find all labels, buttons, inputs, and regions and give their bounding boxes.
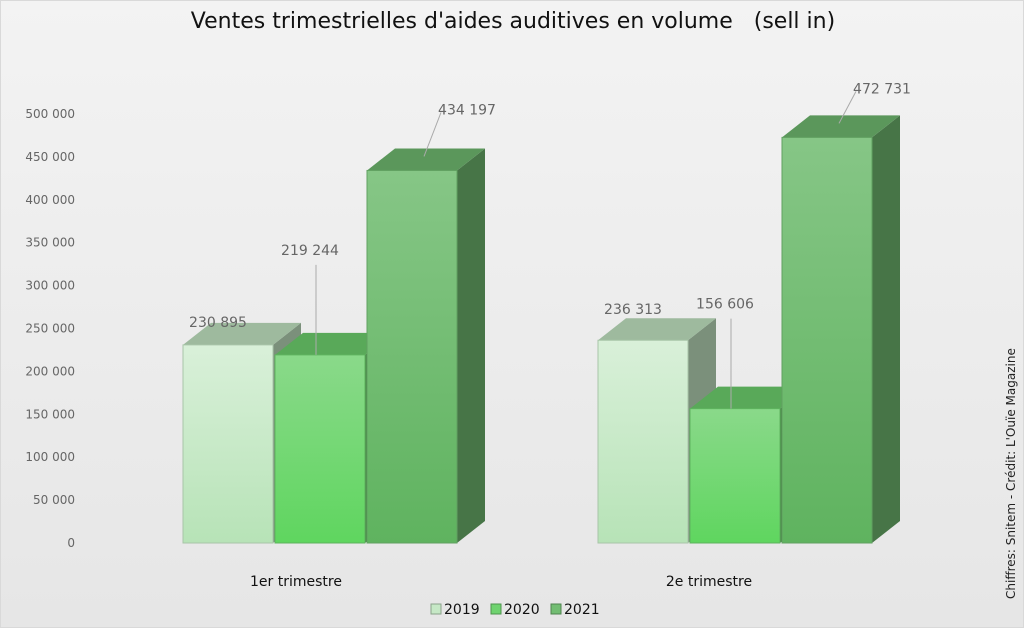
- x-tick-label: 1er trimestre: [250, 574, 342, 590]
- bar-top: [367, 148, 485, 171]
- bars: [182, 115, 900, 544]
- bar-side: [457, 148, 485, 543]
- y-tick-label: 250 000: [25, 322, 75, 336]
- legend-label-2019: 2019: [444, 602, 480, 618]
- data-label: 434 197: [438, 102, 496, 118]
- bar-top: [275, 332, 393, 355]
- bar-front: [689, 408, 781, 544]
- y-tick-label: 450 000: [25, 150, 75, 164]
- y-tick-label: 50 000: [33, 493, 75, 507]
- legend-swatch-2019: [430, 603, 442, 615]
- chart-title: Ventes trimestrielles d'aides auditives …: [190, 9, 836, 34]
- legend: 2019 2020 2021: [430, 602, 600, 618]
- bar-top: [782, 115, 900, 138]
- bar-top: [690, 386, 808, 409]
- bar-front: [182, 344, 274, 544]
- data-label: 230 895: [189, 315, 247, 331]
- bar-front: [597, 339, 689, 544]
- legend-label-2020: 2020: [504, 602, 540, 618]
- bar-2021-1: [366, 148, 485, 544]
- legend-label-2021: 2021: [564, 602, 600, 618]
- bar-front: [366, 169, 458, 544]
- bar-top: [598, 318, 716, 341]
- y-axis: 0 50 000 100 000 150 000 200 000 250 000 300 0…: [25, 107, 75, 550]
- data-label: 236 313: [604, 302, 662, 318]
- bar-chart: 0 50 000 100 000 150 000 200 000 250 000 300 0…: [25, 81, 911, 618]
- source-credit: Chiffres: Snitem - Crédit: L'Ouïe Magazi…: [1004, 348, 1018, 599]
- leader-line: [838, 91, 857, 124]
- data-label: 156 606: [696, 297, 754, 313]
- y-tick-label: 400 000: [25, 193, 75, 207]
- bar-top: [183, 322, 301, 345]
- y-tick-label: 300 000: [25, 279, 75, 293]
- data-label: 219 244: [281, 243, 339, 259]
- bar-2021-2: [781, 115, 900, 544]
- y-tick-label: 350 000: [25, 236, 75, 250]
- legend-swatch-2020: [490, 603, 502, 615]
- legend-swatch-2021: [550, 603, 562, 615]
- y-tick-label: 100 000: [25, 450, 75, 464]
- y-tick-label: 0: [67, 536, 75, 550]
- y-tick-label: 500 000: [25, 107, 75, 121]
- data-label: 472 731: [853, 81, 911, 97]
- bar-front: [781, 136, 873, 544]
- leader-line: [423, 112, 442, 157]
- x-tick-label: 2e trimestre: [666, 574, 752, 590]
- data-labels: 230 895 219 244 434 197 236 313 156 606 472 7…: [189, 81, 911, 409]
- y-tick-label: 150 000: [25, 407, 75, 421]
- bar-front: [274, 354, 366, 544]
- bar-side: [872, 115, 900, 544]
- y-tick-label: 200 000: [25, 364, 75, 378]
- x-axis: 1er trimestre 2e trimestre: [250, 574, 752, 590]
